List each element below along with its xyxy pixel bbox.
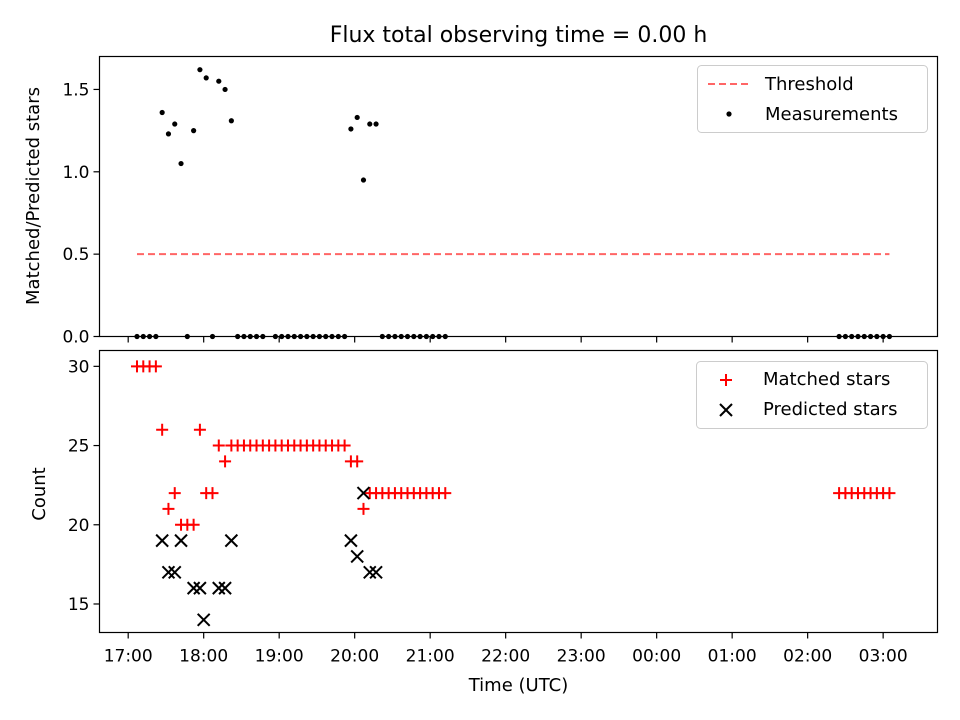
- legend-predicted-label: Predicted stars: [763, 399, 897, 420]
- top-y-axis-label: Matched/Predicted stars: [23, 87, 44, 305]
- predicted-star-point: [161, 565, 176, 580]
- bottom-axes: 15 20 25 30 17:00 18:00 19:00 20:00 21:00 22:00 2…: [29, 349, 939, 696]
- legend-measurements-label: Measurements: [765, 104, 898, 125]
- top-x-ticks: [127, 336, 884, 343]
- bottom-y-tick-label: 15: [68, 595, 90, 615]
- bottom-x-axis: 17:00 18:00 19:00 20:00 21:00 22:00 23:00 00:00…: [104, 632, 908, 667]
- bottom-y-tick-label: 30: [68, 357, 90, 377]
- predicted-star-point: [155, 533, 169, 548]
- measurement-point: [354, 114, 360, 121]
- measurement-point: [172, 121, 178, 127]
- bottom-x-tick-label: 03:00: [859, 647, 908, 667]
- bottom-legend: Matched stars Predicted stars: [696, 361, 928, 429]
- measurement-point: [165, 131, 172, 137]
- matched-star-point: [206, 487, 219, 500]
- measurement-point: [367, 121, 373, 127]
- bottom-x-tick-label: 00:00: [632, 647, 681, 667]
- legend-predicted-swatch: [719, 403, 733, 417]
- predicted-star-point: [350, 549, 364, 564]
- bottom-x-tick-label: 21:00: [406, 647, 455, 667]
- bottom-data-layer: [130, 360, 896, 627]
- bottom-axes-frame: [98, 349, 939, 634]
- matched-star-point: [351, 455, 364, 468]
- legend-measurements-swatch: [726, 111, 732, 117]
- predicted-star-point: [186, 581, 201, 595]
- predicted-star-point: [224, 533, 239, 548]
- predicted-star-point: [356, 486, 371, 500]
- matched-star-point: [212, 439, 225, 452]
- measurement-point: [191, 128, 197, 134]
- measurement-point: [222, 86, 228, 93]
- bottom-x-tick-label: 19:00: [255, 647, 304, 667]
- top-y-axis: 0.0 0.5 1.0 1.5: [62, 80, 100, 348]
- predicted-star-point: [174, 533, 188, 548]
- matched-star-point: [156, 423, 169, 436]
- bottom-x-axis-label: Time (UTC): [468, 675, 569, 696]
- bottom-y-tick-label: 20: [68, 516, 90, 536]
- bottom-x-tick-label: 23:00: [557, 647, 606, 667]
- bottom-x-tick-label: 18:00: [179, 647, 228, 667]
- bottom-x-tick-label: 02:00: [783, 647, 832, 667]
- matched-star-point: [883, 487, 896, 500]
- predicted-star-point: [168, 565, 182, 580]
- matched-star-point: [193, 423, 206, 436]
- top-axes-frame: [98, 55, 939, 338]
- matched-star-point: [187, 518, 200, 531]
- chart-title: Flux total observing time = 0.00 h: [330, 23, 708, 48]
- bottom-x-tick-label: 20:00: [330, 647, 379, 667]
- matched-star-point: [357, 502, 370, 515]
- measurement-point: [348, 126, 354, 132]
- top-y-tick-label: 0.0: [62, 328, 89, 348]
- top-axes: 0.0 0.5 1.0 1.5 Matched/Predicted stars Thr…: [23, 55, 939, 348]
- bottom-legend-frame: [696, 361, 928, 429]
- measurement-point: [228, 118, 234, 124]
- matched-star-point: [439, 487, 452, 500]
- top-y-tick-label: 0.5: [62, 245, 89, 265]
- top-legend-frame: [697, 65, 928, 133]
- top-y-tick-label: 1.0: [62, 163, 89, 183]
- matched-star-point: [162, 502, 175, 515]
- predicted-star-point: [344, 533, 358, 548]
- measurement-point: [360, 177, 367, 183]
- measurement-point: [203, 75, 209, 81]
- bottom-x-tick-label: 22:00: [481, 647, 530, 667]
- measurement-point: [216, 78, 222, 84]
- predicted-star-point: [369, 565, 383, 580]
- bottom-x-tick-label: 17:00: [104, 647, 153, 667]
- matched-star-point: [168, 487, 181, 500]
- top-data-layer: [134, 67, 893, 340]
- predicted-star-point: [212, 581, 226, 595]
- matched-star-point: [219, 455, 232, 468]
- predicted-star-point: [196, 613, 211, 627]
- matched-star-point: [149, 360, 162, 373]
- bottom-y-axis: 15 20 25 30: [68, 357, 100, 615]
- measurement-point: [373, 121, 379, 127]
- legend-matched-label: Matched stars: [763, 369, 890, 390]
- measurement-point: [178, 160, 184, 167]
- bottom-y-axis-label: Count: [29, 467, 50, 520]
- top-y-tick-label: 1.5: [62, 80, 89, 100]
- legend-threshold-label: Threshold: [764, 74, 854, 95]
- matched-star-point: [338, 439, 351, 452]
- predicted-star-point: [193, 581, 207, 595]
- predicted-star-point: [363, 565, 377, 580]
- measurement-point: [197, 67, 203, 73]
- legend-matched-swatch: [720, 374, 732, 386]
- predicted-star-point: [218, 581, 232, 595]
- bottom-x-tick-label: 01:00: [708, 647, 757, 667]
- bottom-y-tick-label: 25: [68, 437, 90, 457]
- top-legend: Threshold Measurements: [697, 65, 928, 133]
- measurement-point: [159, 109, 165, 116]
